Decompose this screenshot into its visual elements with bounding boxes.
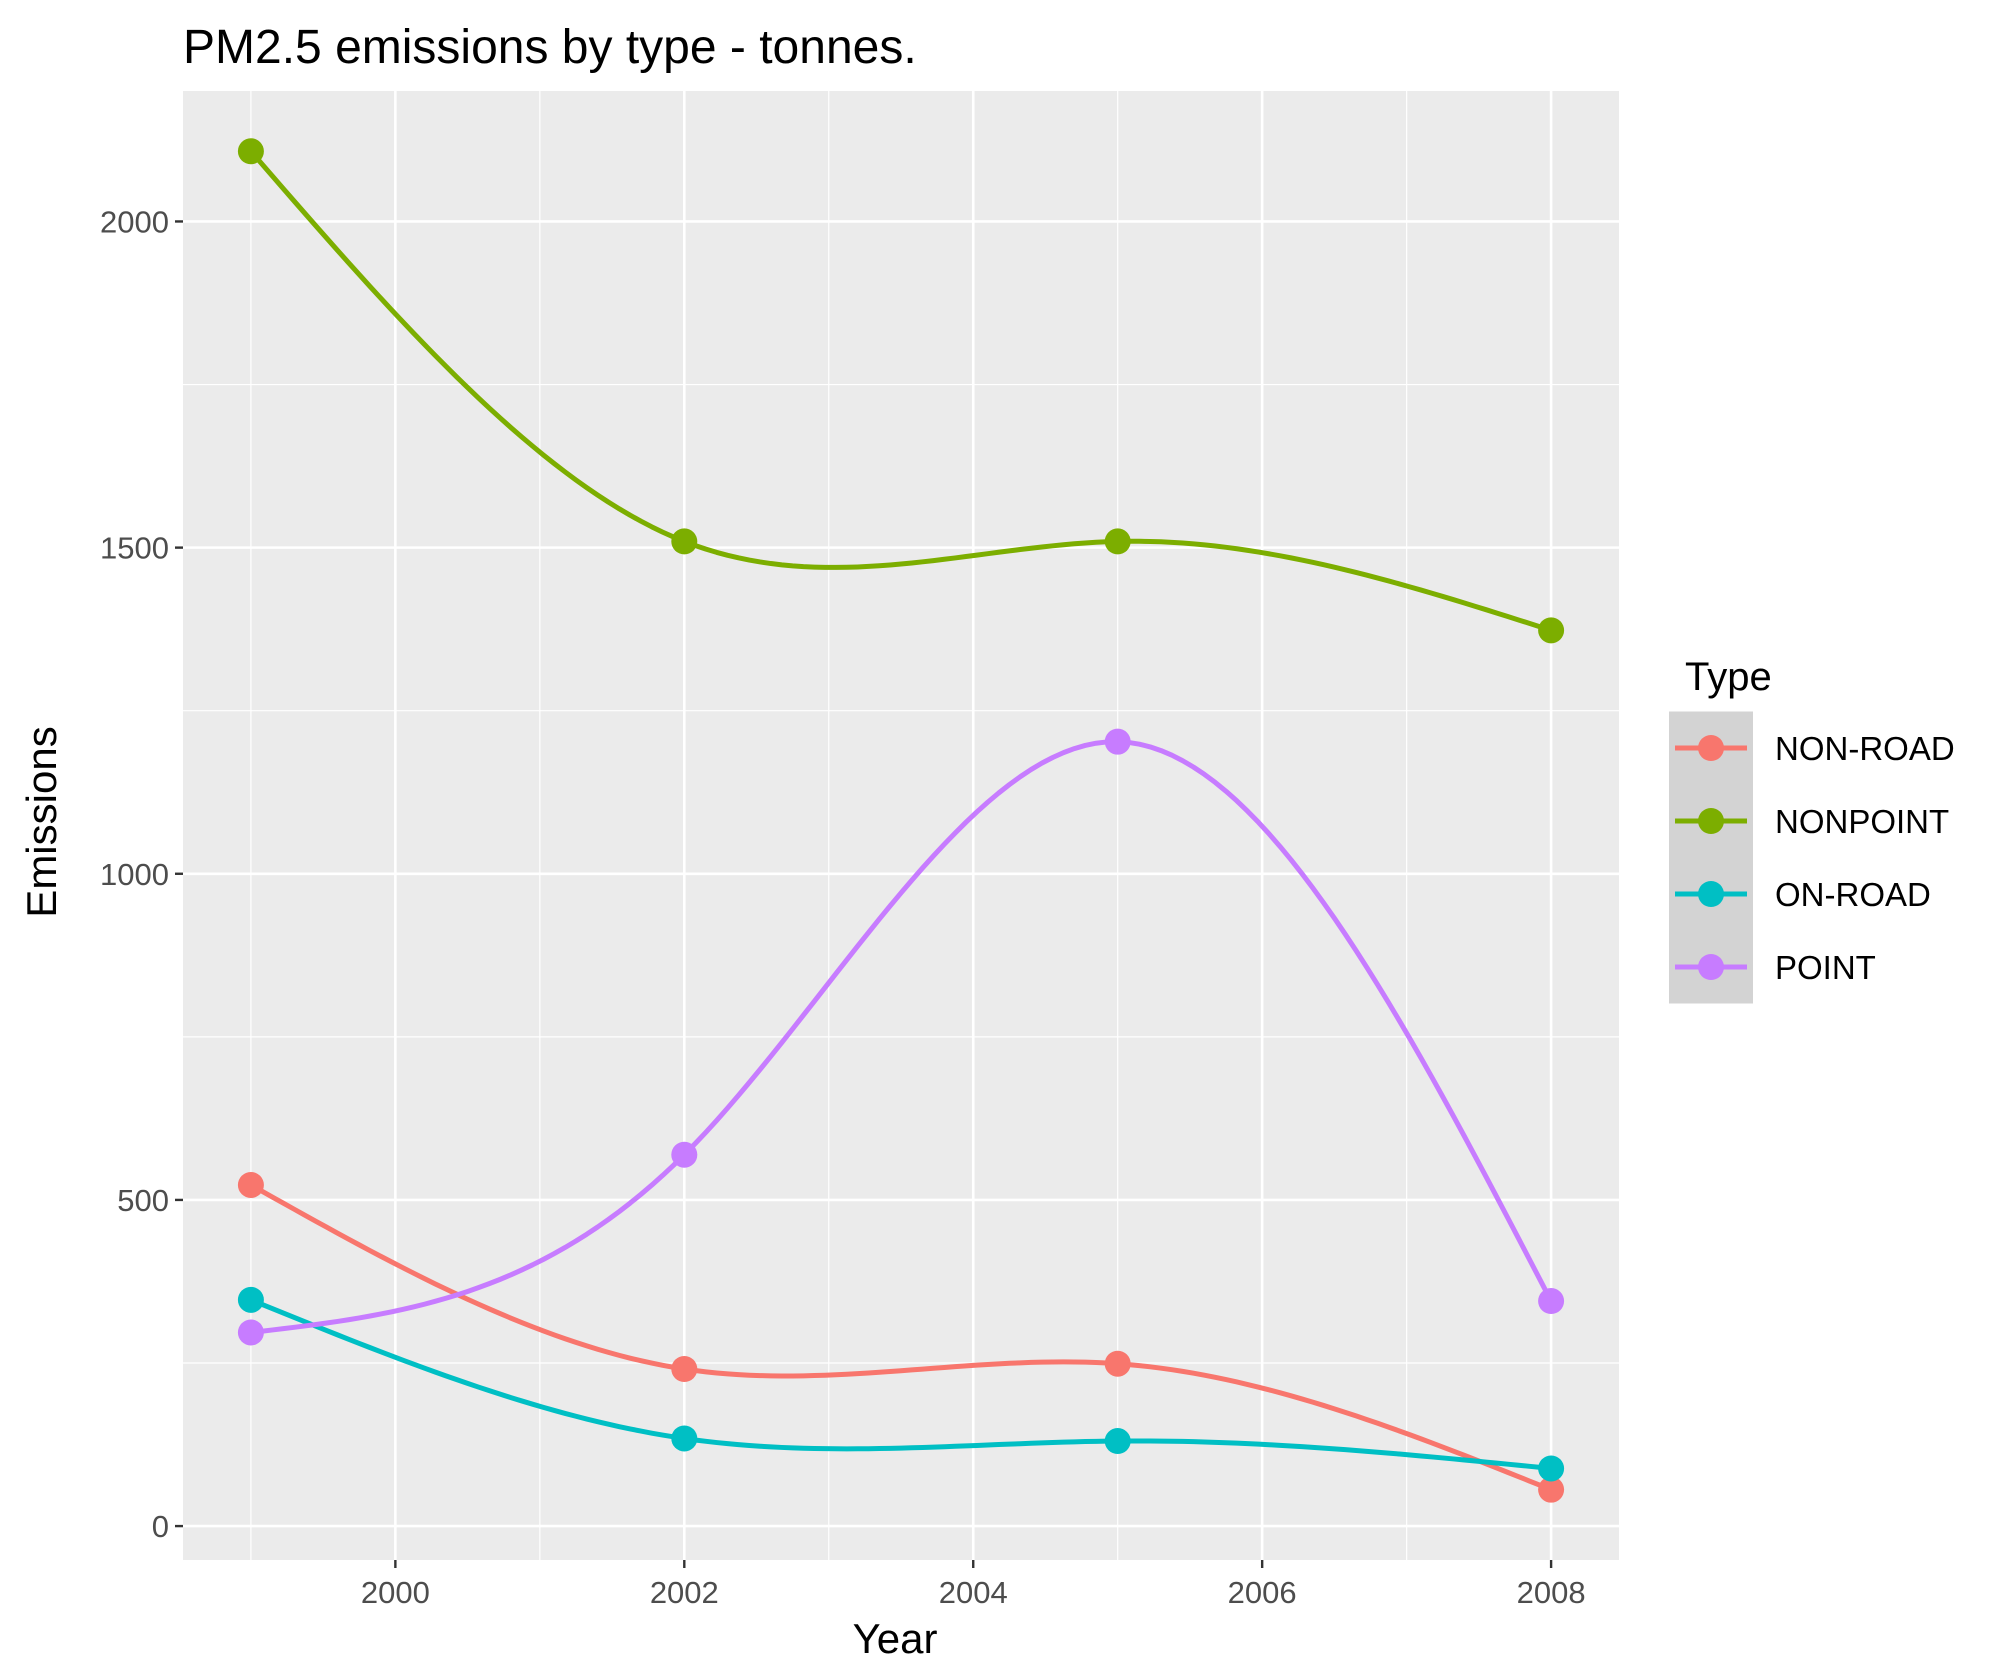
series-line-point xyxy=(250,739,1554,1335)
legend-label-point: POINT xyxy=(1775,949,1876,986)
data-point-non-road xyxy=(1104,1350,1131,1377)
x-tick-label: 2008 xyxy=(1517,1575,1586,1610)
series-line-nonpoint xyxy=(249,149,1552,633)
data-point-point xyxy=(1104,728,1131,755)
data-point-nonpoint xyxy=(237,138,264,165)
x-tick-label: 2000 xyxy=(361,1575,430,1610)
y-tick-label: 500 xyxy=(117,1183,169,1218)
data-point-nonpoint xyxy=(1104,528,1131,555)
series-line-non-road xyxy=(249,1182,1553,1493)
legend-key-point-on-road xyxy=(1698,881,1724,907)
legend-key-point-nonpoint xyxy=(1698,808,1724,834)
y-tick-label: 2000 xyxy=(100,204,169,239)
y-tick-label: 1000 xyxy=(100,857,169,892)
x-tick-label: 2004 xyxy=(939,1575,1008,1610)
y-axis-title: Emissions xyxy=(18,726,65,917)
data-point-nonpoint xyxy=(671,528,698,555)
data-point-point xyxy=(1538,1288,1565,1315)
data-point-non-road xyxy=(237,1171,264,1198)
legend: Type NON-ROAD NONPOINT ON-ROAD POINT xyxy=(1669,655,1955,1004)
legend-label-on-road: ON-ROAD xyxy=(1775,876,1931,913)
y-tick-label: 1500 xyxy=(100,531,169,566)
plot-panel xyxy=(183,91,1619,1560)
data-point-on-road xyxy=(1104,1428,1131,1455)
data-point-point xyxy=(671,1141,698,1168)
data-point-on-road xyxy=(1538,1455,1565,1482)
x-axis-title: Year xyxy=(853,1615,938,1662)
legend-key-point-point xyxy=(1698,954,1724,980)
legend-label-nonpoint: NONPOINT xyxy=(1775,803,1949,840)
data-point-on-road xyxy=(671,1425,698,1452)
data-point-non-road xyxy=(671,1356,698,1383)
x-tick-label: 2006 xyxy=(1228,1575,1297,1610)
legend-label-non-road: NON-ROAD xyxy=(1775,730,1955,767)
data-point-point xyxy=(237,1319,264,1346)
chart-title: PM2.5 emissions by type - tonnes. xyxy=(183,21,917,74)
data-point-non-road xyxy=(1538,1476,1565,1503)
data-point-nonpoint xyxy=(1538,617,1565,644)
legend-key-point-non-road xyxy=(1698,735,1724,761)
legend-title: Type xyxy=(1685,655,1772,699)
series-line-on-road xyxy=(249,1297,1552,1471)
data-point-on-road xyxy=(237,1286,264,1313)
y-tick-label: 0 xyxy=(152,1509,169,1544)
plot-area: 2000 2002 2004 2006 2008 0 500 1000 1500 2000 xyxy=(100,91,1619,1610)
x-tick-label: 2002 xyxy=(650,1575,719,1610)
